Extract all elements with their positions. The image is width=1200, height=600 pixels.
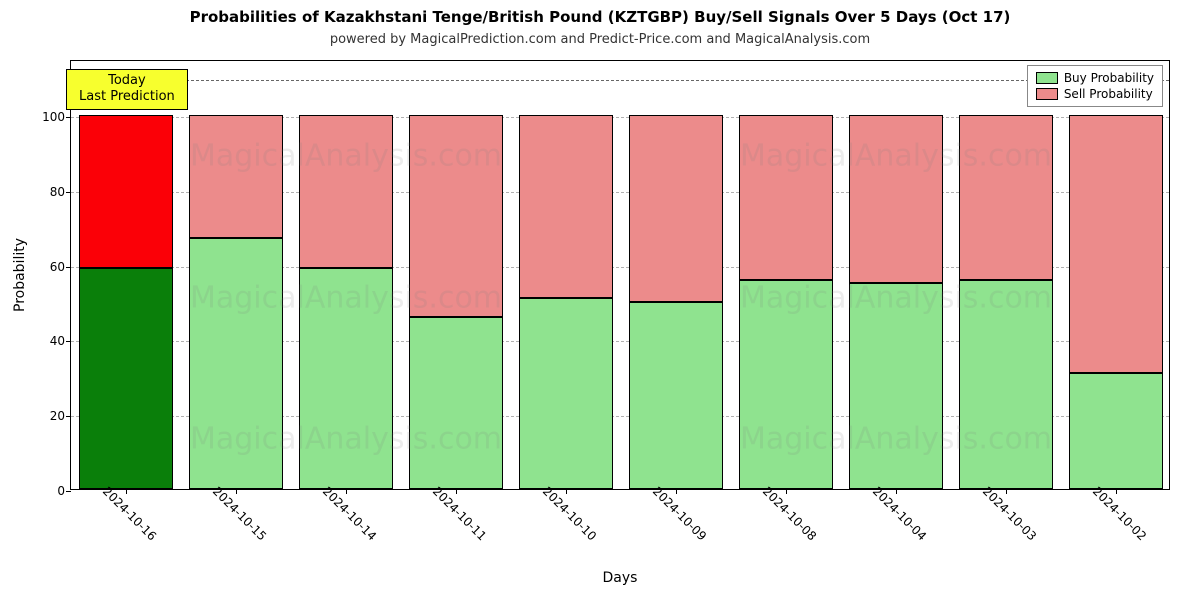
chart-title: Probabilities of Kazakhstani Tenge/Briti… — [0, 8, 1200, 26]
xtick-mark — [786, 489, 787, 494]
xtick-label: 2024-10-08 — [760, 484, 819, 543]
legend: Buy Probability Sell Probability — [1027, 65, 1163, 107]
bar-group — [519, 115, 614, 489]
bar-segment-sell — [629, 115, 724, 302]
bar-group — [409, 115, 504, 489]
bar-segment-sell — [519, 115, 614, 298]
xtick-mark — [236, 489, 237, 494]
ytick-mark — [66, 267, 71, 268]
xtick-mark — [346, 489, 347, 494]
xtick-mark — [1116, 489, 1117, 494]
bar-group — [959, 115, 1054, 489]
xtick-label: 2024-10-10 — [540, 484, 599, 543]
xtick-mark — [676, 489, 677, 494]
ytick-mark — [66, 341, 71, 342]
ytick-mark — [66, 192, 71, 193]
bar-segment-buy — [629, 302, 724, 489]
legend-swatch — [1036, 72, 1058, 84]
ytick-mark — [66, 491, 71, 492]
ytick-mark — [66, 117, 71, 118]
bar-segment-buy — [299, 268, 394, 489]
today-callout: TodayLast Prediction — [66, 69, 188, 110]
bar-segment-sell — [299, 115, 394, 268]
legend-swatch — [1036, 88, 1058, 100]
bar-segment-sell — [739, 115, 834, 280]
chart-container: Probabilities of Kazakhstani Tenge/Briti… — [0, 0, 1200, 600]
bar-segment-sell — [409, 115, 504, 317]
bar-group — [739, 115, 834, 489]
xtick-label: 2024-10-09 — [650, 484, 709, 543]
bar-group — [299, 115, 394, 489]
xtick-label: 2024-10-11 — [430, 484, 489, 543]
xtick-mark — [1006, 489, 1007, 494]
xtick-mark — [566, 489, 567, 494]
legend-label: Buy Probability — [1064, 71, 1154, 85]
legend-item: Sell Probability — [1036, 86, 1154, 102]
legend-item: Buy Probability — [1036, 70, 1154, 86]
bar-group — [1069, 115, 1164, 489]
y-axis-label: Probability — [12, 238, 28, 312]
xtick-mark — [456, 489, 457, 494]
bar-group — [189, 115, 284, 489]
bar-segment-buy — [519, 298, 614, 489]
bar-segment-buy — [79, 268, 174, 489]
xtick-label: 2024-10-03 — [980, 484, 1039, 543]
ytick-mark — [66, 416, 71, 417]
xtick-label: 2024-10-02 — [1090, 484, 1149, 543]
xtick-label: 2024-10-14 — [320, 484, 379, 543]
bar-group — [79, 115, 174, 489]
bar-segment-buy — [409, 317, 504, 489]
bar-segment-buy — [849, 283, 944, 489]
bar-segment-sell — [959, 115, 1054, 280]
bar-segment-buy — [1069, 373, 1164, 489]
chart-subtitle: powered by MagicalPrediction.com and Pre… — [0, 32, 1200, 47]
xtick-mark — [896, 489, 897, 494]
bar-group — [849, 115, 944, 489]
bar-segment-sell — [1069, 115, 1164, 373]
gridline — [71, 80, 1169, 81]
bar-segment-buy — [739, 280, 834, 489]
bar-segment-buy — [189, 238, 284, 489]
bar-segment-sell — [189, 115, 284, 238]
xtick-label: 2024-10-15 — [210, 484, 269, 543]
plot-area: Buy ProbabilitySell Probability 02040608… — [70, 60, 1170, 490]
bar-segment-buy — [959, 280, 1054, 489]
bar-group — [629, 115, 724, 489]
xtick-label: 2024-10-04 — [870, 484, 929, 543]
bar-segment-sell — [79, 115, 174, 268]
legend-label: Sell Probability — [1064, 87, 1153, 101]
xtick-label: 2024-10-16 — [100, 484, 159, 543]
callout-line: Today — [79, 73, 175, 89]
bar-segment-sell — [849, 115, 944, 283]
x-axis-label: Days — [603, 570, 638, 586]
xtick-mark — [126, 489, 127, 494]
callout-line: Last Prediction — [79, 89, 175, 105]
